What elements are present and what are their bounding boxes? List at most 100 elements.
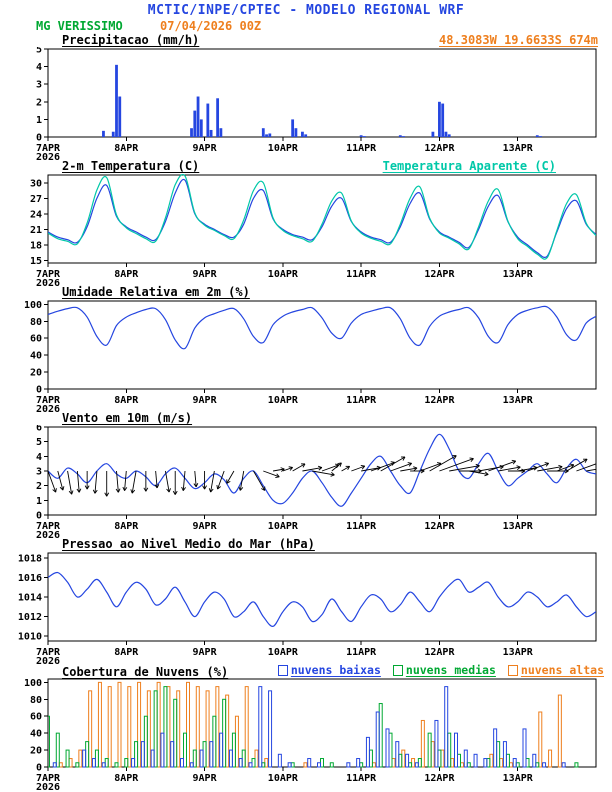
svg-text:11APR: 11APR	[346, 143, 377, 154]
svg-text:12APR: 12APR	[424, 143, 455, 154]
svg-text:12APR: 12APR	[424, 773, 455, 784]
svg-text:100: 100	[24, 300, 42, 311]
svg-text:8APR: 8APR	[114, 269, 139, 280]
svg-text:20: 20	[30, 746, 42, 757]
svg-text:7APR: 7APR	[36, 647, 61, 658]
mid-clouds-label: nuvens medias	[405, 663, 496, 677]
svg-text:6: 6	[36, 425, 42, 434]
svg-text:5: 5	[36, 437, 42, 448]
temperature-title: 2-m Temperatura (C)	[62, 159, 200, 173]
humidity-panel: Umidade Relativa em 2m (%) 0 20 40 60 80 100 7…	[0, 286, 612, 412]
svg-text:12APR: 12APR	[424, 269, 455, 280]
high-clouds-swatch-icon	[507, 665, 518, 676]
low-clouds-label: nuvens baixas	[290, 663, 381, 677]
svg-text:1010: 1010	[18, 632, 42, 643]
svg-text:18: 18	[30, 240, 42, 251]
svg-text:7APR: 7APR	[36, 521, 61, 532]
svg-text:9APR: 9APR	[193, 143, 218, 154]
svg-text:11APR: 11APR	[346, 773, 377, 784]
svg-text:1014: 1014	[18, 593, 42, 604]
svg-text:10APR: 10APR	[268, 521, 299, 532]
svg-text:8APR: 8APR	[114, 647, 139, 658]
svg-text:1: 1	[36, 115, 42, 126]
svg-text:40: 40	[30, 729, 42, 740]
svg-text:60: 60	[30, 712, 42, 723]
svg-text:1016: 1016	[18, 573, 42, 584]
high-clouds-label: nuvens altas	[520, 663, 604, 677]
svg-text:80: 80	[30, 317, 42, 328]
svg-text:80: 80	[30, 695, 42, 706]
temperature-header: 2-m Temperatura (C) Temperatura Aparente…	[0, 160, 612, 173]
svg-text:40: 40	[30, 351, 42, 362]
station-coordinates: 48.3083W 19.6633S 674m	[439, 33, 598, 47]
svg-text:9APR: 9APR	[193, 269, 218, 280]
svg-text:13APR: 13APR	[503, 647, 534, 658]
svg-text:11APR: 11APR	[346, 395, 377, 406]
svg-text:2026: 2026	[36, 404, 60, 412]
svg-text:9APR: 9APR	[193, 521, 218, 532]
svg-text:12APR: 12APR	[424, 647, 455, 658]
svg-text:1: 1	[36, 496, 42, 507]
svg-text:8APR: 8APR	[114, 143, 139, 154]
legend-item-low-clouds: nuvens baixas	[277, 663, 381, 677]
svg-text:60: 60	[30, 334, 42, 345]
svg-text:15: 15	[30, 256, 42, 267]
pressure-title: Pressao ao Nivel Medio do Mar (hPa)	[62, 537, 315, 551]
svg-text:11APR: 11APR	[346, 521, 377, 532]
svg-text:11APR: 11APR	[346, 647, 377, 658]
humidity-title: Umidade Relativa em 2m (%)	[62, 285, 250, 299]
precipitation-header: Precipitacao (mm/h) 48.3083W 19.6633S 67…	[0, 34, 612, 47]
pressure-header: Pressao ao Nivel Medio do Mar (hPa)	[0, 538, 612, 551]
svg-text:0: 0	[36, 511, 42, 522]
page-title: MCTIC/INPE/CPTEC - MODELO REGIONAL WRF	[147, 3, 465, 18]
mid-clouds-swatch-icon	[392, 665, 403, 676]
svg-text:2: 2	[36, 97, 42, 108]
temperature-panel: 2-m Temperatura (C) Temperatura Aparente…	[0, 160, 612, 286]
svg-text:10APR: 10APR	[268, 395, 299, 406]
svg-text:12APR: 12APR	[424, 521, 455, 532]
cloud-cover-panel: Cobertura de Nuvens (%) nuvens baixas nu…	[0, 663, 612, 791]
svg-text:9APR: 9APR	[193, 647, 218, 658]
svg-text:0: 0	[36, 763, 42, 774]
svg-text:8APR: 8APR	[114, 521, 139, 532]
svg-text:3: 3	[36, 467, 42, 478]
svg-text:10APR: 10APR	[268, 647, 299, 658]
svg-text:1012: 1012	[18, 612, 42, 623]
svg-text:0: 0	[36, 385, 42, 396]
svg-text:7APR: 7APR	[36, 773, 61, 784]
svg-text:9APR: 9APR	[193, 395, 218, 406]
svg-text:21: 21	[30, 225, 42, 236]
cloud-cover-title: Cobertura de Nuvens (%)	[62, 665, 229, 679]
svg-text:100: 100	[24, 678, 42, 689]
svg-text:13APR: 13APR	[503, 269, 534, 280]
legend-item-high-clouds: nuvens altas	[507, 663, 604, 677]
wind-title: Vento em 10m (m/s)	[62, 411, 193, 425]
svg-text:13APR: 13APR	[503, 143, 534, 154]
svg-text:10APR: 10APR	[268, 269, 299, 280]
svg-text:13APR: 13APR	[503, 773, 534, 784]
svg-text:10APR: 10APR	[268, 773, 299, 784]
svg-text:2: 2	[36, 481, 42, 492]
svg-text:13APR: 13APR	[503, 395, 534, 406]
low-clouds-swatch-icon	[277, 665, 288, 676]
svg-text:27: 27	[30, 194, 42, 205]
svg-text:2026: 2026	[36, 152, 60, 160]
svg-text:2026: 2026	[36, 530, 60, 538]
apparent-temperature-label: Temperatura Aparente (C)	[382, 159, 556, 173]
svg-text:2026: 2026	[36, 278, 60, 286]
svg-text:13APR: 13APR	[503, 521, 534, 532]
svg-text:2026: 2026	[36, 782, 60, 790]
svg-text:4: 4	[36, 452, 42, 463]
station-name: MG VERISSIMO	[36, 19, 123, 33]
humidity-header: Umidade Relativa em 2m (%)	[0, 286, 612, 299]
svg-text:7APR: 7APR	[36, 269, 61, 280]
wind-header: Vento em 10m (m/s)	[0, 412, 612, 425]
precipitation-panel: Precipitacao (mm/h) 48.3083W 19.6633S 67…	[0, 34, 612, 161]
svg-text:0: 0	[36, 133, 42, 144]
svg-text:30: 30	[30, 178, 42, 189]
